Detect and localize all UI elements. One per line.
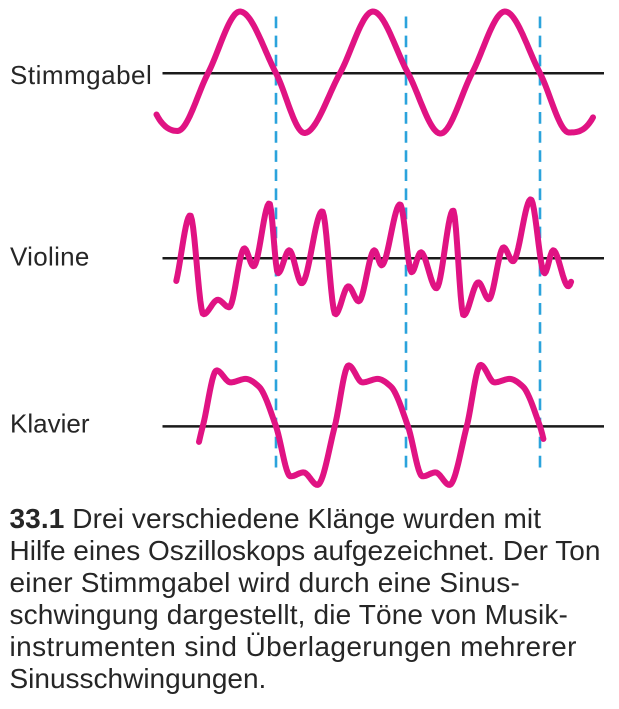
svg-text:instrumenten sind Überlagerung: instrumenten sind Überlagerungen mehrere… <box>10 631 577 662</box>
svg-text:schwingung dargestellt, die Tö: schwingung dargestellt, die Töne von Mus… <box>10 599 568 630</box>
svg-text:Sinusschwingungen.: Sinusschwingungen. <box>10 663 267 694</box>
svg-text:Klavier: Klavier <box>10 409 90 439</box>
svg-text:33.1 Drei verschiedene Klänge: 33.1 Drei verschiedene Klänge wurden mit <box>10 503 542 534</box>
svg-text:einer Stimmgabel wird durch ei: einer Stimmgabel wird durch eine Sinus- <box>10 567 520 598</box>
svg-text:Hilfe eines Oszilloskops aufge: Hilfe eines Oszilloskops aufgezeichnet. … <box>10 535 601 566</box>
svg-text:Stimmgabel: Stimmgabel <box>10 60 152 90</box>
svg-text:Violine: Violine <box>10 242 90 272</box>
